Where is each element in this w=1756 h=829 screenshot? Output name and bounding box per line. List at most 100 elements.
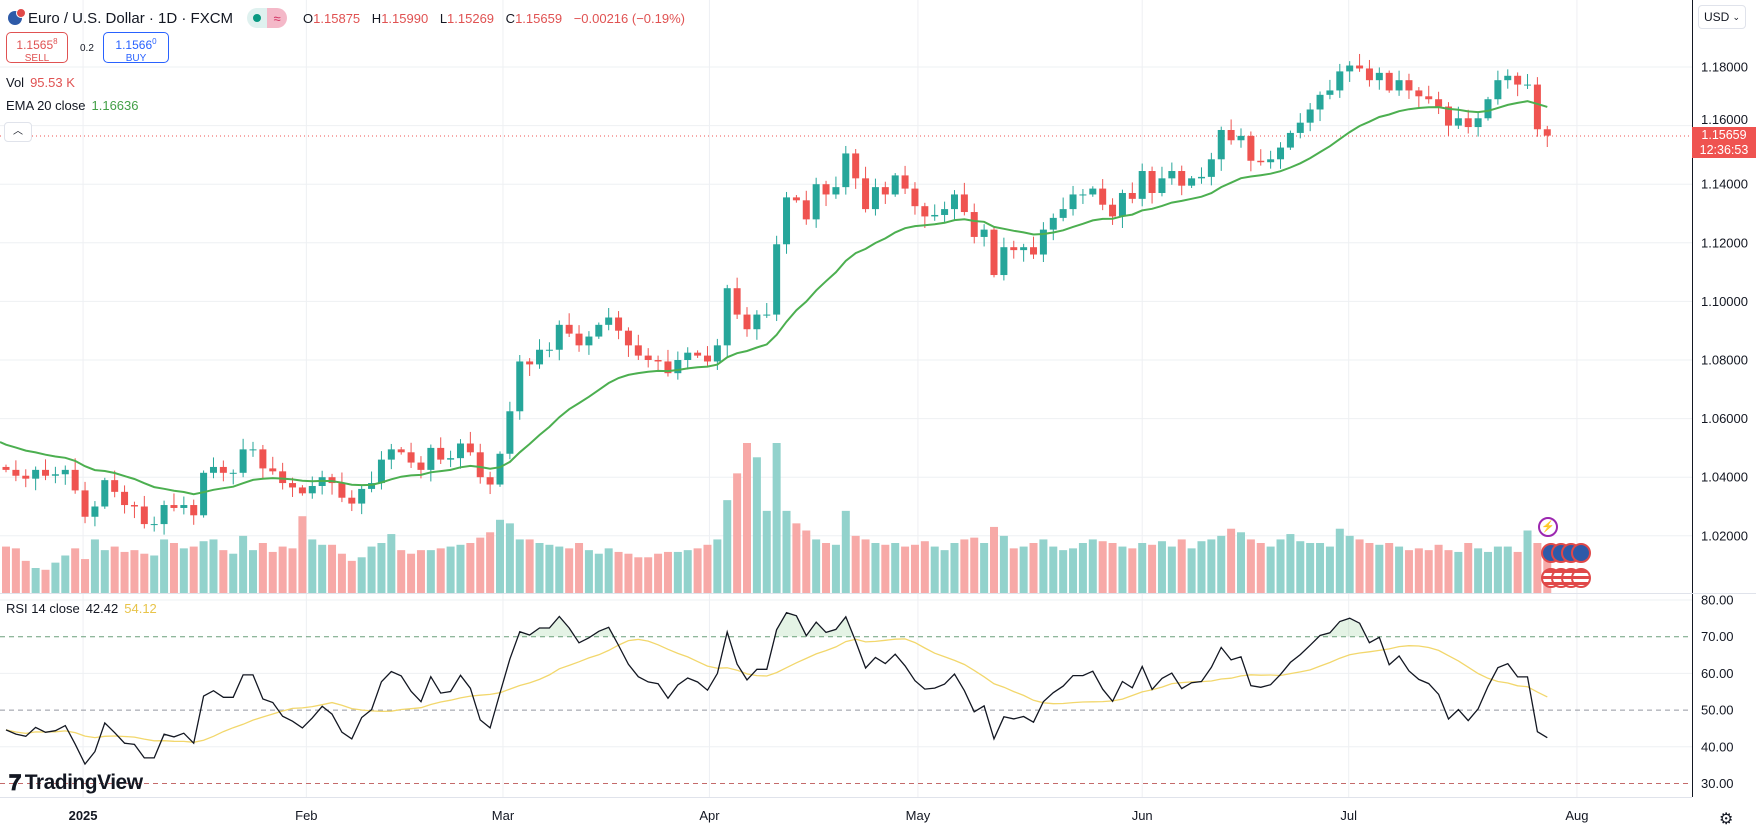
volume-bar [318,544,327,593]
candle-body [1197,176,1205,179]
candle [298,485,306,496]
candle-body [1346,65,1354,72]
volume-bar [1484,551,1492,593]
candle-body [209,466,217,473]
candle-body [140,506,148,525]
price-tick-label: 1.18000 [1701,60,1748,75]
time-tick-label: Feb [295,808,317,823]
candle-body [1178,171,1186,186]
tradingview-logo[interactable]: 𝟕 TradingView [9,770,143,796]
volume-bar [1404,550,1413,593]
volume-bar [278,546,287,593]
volume-bar [169,543,178,593]
candle [61,465,69,485]
candle [1494,70,1502,105]
volume-bar [1256,543,1265,593]
candle-body [298,487,306,494]
sell-button[interactable]: 1.15658 SELL [6,32,68,64]
candle [1326,79,1334,100]
time-axis[interactable]: 2025 Feb Mar Apr May Jun Jul Aug [69,808,1589,823]
us-event-icon[interactable] [1571,568,1591,588]
candle-body [427,447,435,470]
volume-bar [1414,548,1423,593]
volume-bar [812,539,821,593]
candle-body [1069,194,1077,210]
candle-body [911,188,919,207]
volume-legend[interactable]: Vol 95.53 K [6,75,75,90]
volume-bar [762,510,771,593]
candle [269,456,277,475]
currency-selector[interactable]: USD ⌄ [1698,5,1746,29]
candle [121,485,129,514]
candle [1109,198,1117,225]
candle-body [1435,99,1443,107]
candle-body [1395,80,1403,91]
volume-bar [1503,546,1512,593]
volume-bar [792,523,801,593]
volume-bars [2,443,1552,593]
grid-lines [0,0,1692,797]
lightning-event-icon[interactable]: ⚡ [1538,517,1558,537]
candle-body [536,349,544,365]
ema-legend[interactable]: EMA 20 close 1.16636 [6,98,139,113]
volume-bar [1237,532,1245,593]
volume-bar [100,550,109,593]
candle [595,322,603,339]
candle [476,443,484,484]
candle [1227,119,1235,145]
candle [427,444,435,482]
candle-body [180,505,188,508]
sell-price: 1.1565 [16,38,54,52]
volume-bar [71,548,80,593]
candle-body [1168,171,1176,179]
candle-body [1257,160,1265,163]
candle [763,303,771,318]
volume-bar [565,548,574,593]
gear-icon[interactable]: ⚙ [1719,811,1734,828]
collapse-legend-button[interactable]: ︿ [4,122,32,142]
candle [1069,185,1077,216]
candle [91,501,99,527]
candle-body [377,459,385,484]
candle-body [891,175,899,195]
volume-bar [239,535,248,593]
buy-button[interactable]: 1.15660 BUY [103,32,169,64]
spread-value: 0.2 [80,43,94,54]
volume-bar [466,543,475,593]
candle [180,496,188,515]
candle [555,320,563,361]
candle [990,227,998,278]
price-axis[interactable]: 1.18000 1.16000 1.14000 1.12000 1.10000 1.080… [1701,60,1748,792]
candle-body [1296,122,1304,133]
candle-body [634,345,642,356]
candle-body [1514,75,1522,85]
volume-bar [51,562,60,593]
candle [1296,113,1304,139]
candle [239,438,247,478]
volume-bar [703,544,712,593]
volume-bar [219,550,228,593]
rsi-tick-label: 60.00 [1701,666,1734,681]
volume-bar [1118,546,1127,593]
candle [209,457,217,479]
candle [1385,70,1393,93]
candle [1504,69,1512,89]
candle [1524,74,1532,89]
eu-event-icon[interactable] [1571,543,1591,563]
volume-bar [515,539,524,593]
volume-bar [110,546,119,593]
volume-bar [367,546,376,593]
volume-bar [476,537,485,593]
candle [150,516,158,532]
candle-body [447,458,455,460]
candle-body [259,449,267,469]
market-status-pill[interactable]: ≈ [247,8,288,28]
candle-body [802,200,810,220]
candle [654,355,662,373]
symbol-title[interactable]: Euro / U.S. Dollar · 1D · FXCM [28,9,234,27]
candle-body [980,229,988,237]
candle-body [249,449,257,451]
candle-body [1138,171,1146,199]
rsi-legend[interactable]: RSI 14 close 42.42 54.12 [6,601,157,616]
